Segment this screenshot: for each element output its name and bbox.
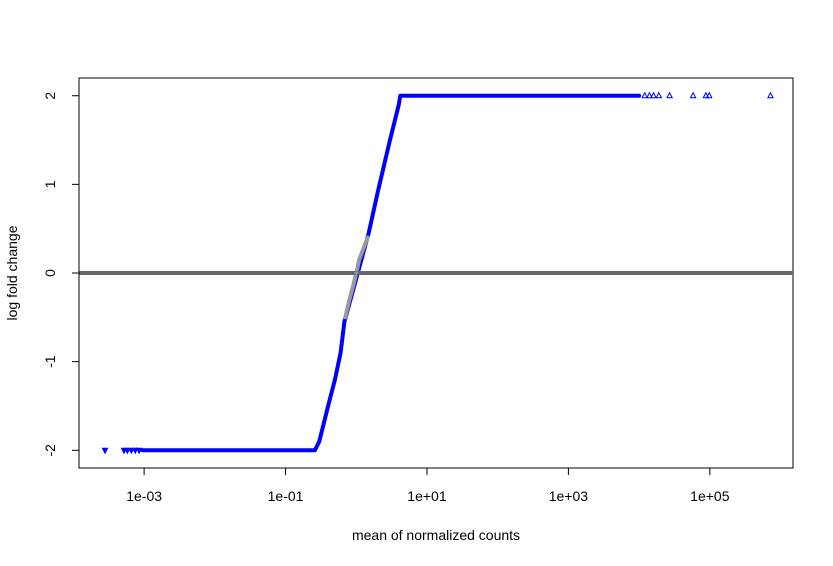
x-tick-label: 1e-01	[268, 488, 304, 504]
data-point	[367, 231, 371, 235]
data-point	[529, 94, 534, 98]
y-tick-label: -1	[42, 355, 58, 368]
data-point	[176, 448, 180, 452]
data-point	[600, 94, 604, 98]
data-point	[326, 404, 330, 408]
data-point-triangle-down	[131, 447, 139, 455]
data-point-triangle-up	[646, 91, 653, 99]
data-point	[317, 439, 321, 444]
data-point-triangle-down	[127, 447, 135, 455]
data-point-triangle-up	[655, 91, 663, 99]
data-point-triangle-up	[702, 91, 710, 99]
x-axis: 1e-03 1e-01 1e+01 1e+03 1e+05	[126, 467, 730, 504]
data-point	[496, 94, 500, 98]
data-point	[351, 284, 355, 288]
x-axis-label: mean of normalized counts	[352, 527, 520, 543]
data-point	[354, 271, 358, 275]
data-point	[398, 94, 402, 98]
data-point	[347, 297, 352, 302]
y-tick-label: 0	[42, 269, 58, 277]
data-point	[140, 448, 145, 452]
x-tick-label: 1e+01	[407, 488, 447, 504]
data-point	[566, 94, 571, 98]
data-point	[333, 377, 337, 381]
data-point	[338, 351, 343, 355]
data-point	[213, 448, 217, 452]
data-point-triangle-up	[650, 91, 657, 99]
y-tick-label: 1	[42, 180, 58, 188]
x-tick-label: 1e+05	[690, 488, 730, 504]
x-tick-label: 1e-03	[126, 488, 162, 504]
data-point	[366, 235, 370, 240]
data-point	[425, 94, 429, 98]
data-point	[397, 102, 401, 107]
data-point-triangle-down	[101, 447, 109, 455]
y-axis: -2 -1 0 1 2	[42, 92, 80, 457]
y-tick-label: 2	[42, 92, 58, 100]
data-point	[154, 448, 159, 452]
y-axis-label: log fold change	[4, 225, 20, 320]
data-point	[342, 320, 347, 324]
data-point	[388, 138, 392, 142]
data-point-triangle-up	[689, 91, 697, 99]
data-point	[246, 448, 251, 452]
data-point	[637, 94, 641, 98]
data-point-triangle-down	[123, 447, 131, 455]
data-point	[343, 315, 347, 319]
data-point	[362, 244, 366, 249]
data-point	[357, 258, 361, 262]
x-tick-label: 1e+03	[549, 488, 589, 504]
y-tick-label: -2	[42, 444, 58, 457]
data-point	[305, 448, 309, 452]
data-point-triangle-up	[666, 91, 674, 99]
data-point-triangle-down	[135, 447, 143, 455]
series-band-1	[343, 235, 370, 320]
data-point	[283, 448, 288, 452]
data-point	[459, 94, 463, 98]
data-point	[375, 191, 380, 195]
plot-area	[78, 77, 794, 469]
data-point-triangle-up	[767, 91, 774, 99]
data-point	[313, 448, 317, 452]
data-point-triangle-up	[705, 91, 713, 99]
data-point-triangle-up	[641, 91, 649, 99]
